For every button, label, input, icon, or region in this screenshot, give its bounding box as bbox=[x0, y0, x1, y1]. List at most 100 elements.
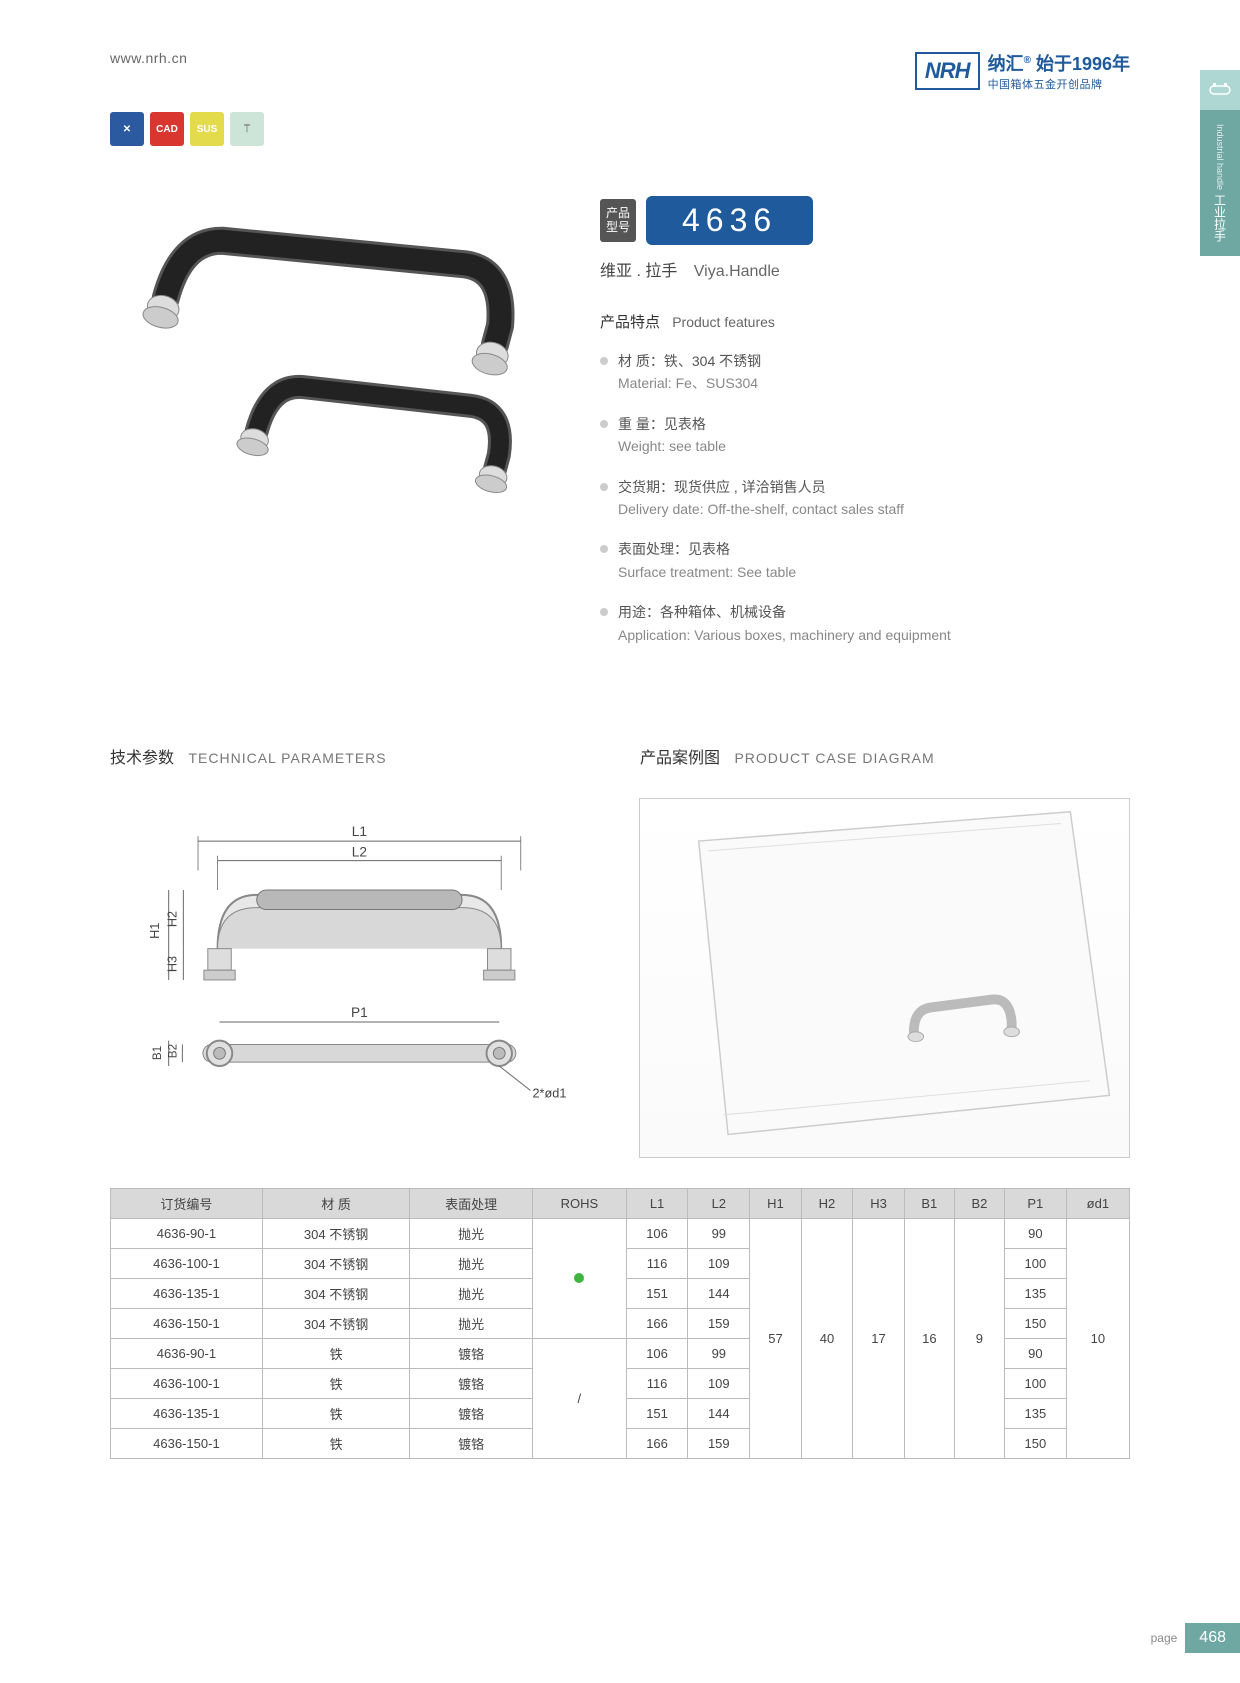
table-row: 4636-90-1304 不锈钢抛光106995740171699010 bbox=[111, 1218, 1130, 1248]
table-header-row: 订货编号 材 质 表面处理 ROHS L1 L2 H1 H2 H3 B1 B2 … bbox=[111, 1188, 1130, 1218]
feature-cn: 材 质：铁、304 不锈钢 bbox=[618, 353, 761, 369]
brand-logo: NRH 纳汇® 始于1996年 中国箱体五金开创品牌 bbox=[915, 50, 1130, 92]
model-name-en: Viya.Handle bbox=[694, 263, 780, 280]
model-row: 产品 型号 4636 bbox=[600, 196, 1130, 245]
table-cell: 116 bbox=[626, 1368, 688, 1398]
side-tab-en: Industrial handle bbox=[1215, 124, 1225, 190]
feature-cn: 表面处理：见表格 bbox=[618, 541, 730, 557]
col-header: 订货编号 bbox=[111, 1188, 263, 1218]
table-cell: 144 bbox=[688, 1398, 750, 1428]
brand-since: 始于1996年 bbox=[1036, 54, 1130, 74]
col-header: H1 bbox=[750, 1188, 802, 1218]
col-header: 表面处理 bbox=[410, 1188, 533, 1218]
cert-icon: ✕ bbox=[110, 112, 144, 146]
table-cell: / bbox=[533, 1338, 627, 1458]
table-cell: 抛光 bbox=[410, 1218, 533, 1248]
col-header: B1 bbox=[904, 1188, 954, 1218]
feature-item: 材 质：铁、304 不锈钢 Material: Fe、SUS304 bbox=[600, 350, 1130, 395]
table-cell: 150 bbox=[1004, 1428, 1066, 1458]
dim-label: L1 bbox=[352, 824, 367, 839]
svg-text:B1: B1 bbox=[151, 1046, 164, 1060]
section-titles: 技术参数 TECHNICAL PARAMETERS 产品案例图 PRODUCT … bbox=[0, 664, 1240, 788]
brand-tagline: 中国箱体五金开创品牌 bbox=[988, 76, 1130, 92]
features-heading-cn: 产品特点 bbox=[600, 314, 660, 331]
rohs-dot-icon bbox=[574, 1273, 584, 1283]
catalog-page: www.nrh.cn NRH 纳汇® 始于1996年 中国箱体五金开创品牌 In… bbox=[0, 0, 1240, 1683]
table-cell: 17 bbox=[853, 1218, 905, 1458]
table-cell: 抛光 bbox=[410, 1278, 533, 1308]
feature-cn: 重 量：见表格 bbox=[618, 416, 706, 432]
svg-text:P1: P1 bbox=[351, 1005, 368, 1020]
page-header: www.nrh.cn NRH 纳汇® 始于1996年 中国箱体五金开创品牌 bbox=[0, 0, 1240, 92]
table-cell: 铁 bbox=[262, 1338, 409, 1368]
reg-mark: ® bbox=[1024, 55, 1031, 66]
model-name: 维亚 . 拉手 Viya.Handle bbox=[600, 257, 1130, 281]
svg-text:L2: L2 bbox=[352, 845, 367, 860]
table-cell: 159 bbox=[688, 1308, 750, 1338]
svg-text:H1: H1 bbox=[147, 923, 162, 939]
feature-cn: 用途：各种箱体、机械设备 bbox=[618, 604, 786, 620]
spec-table: 订货编号 材 质 表面处理 ROHS L1 L2 H1 H2 H3 B1 B2 … bbox=[110, 1188, 1130, 1459]
diagrams-row: L1 L2 H1 H2 H3 bbox=[0, 788, 1240, 1158]
technical-drawing: L1 L2 H1 H2 H3 bbox=[110, 798, 599, 1158]
table-cell: 10 bbox=[1066, 1218, 1129, 1458]
features-heading: 产品特点 Product features bbox=[600, 311, 1130, 332]
table-cell: 109 bbox=[688, 1368, 750, 1398]
cert-icon: CAD bbox=[150, 112, 184, 146]
table-cell: 4636-150-1 bbox=[111, 1428, 263, 1458]
table-cell: 106 bbox=[626, 1218, 688, 1248]
table-cell: 铁 bbox=[262, 1428, 409, 1458]
col-header: 材 质 bbox=[262, 1188, 409, 1218]
svg-text:H3: H3 bbox=[165, 956, 180, 972]
table-cell bbox=[533, 1218, 627, 1338]
side-tab-icon bbox=[1200, 70, 1240, 110]
table-cell: 镀铬 bbox=[410, 1368, 533, 1398]
table-cell: 16 bbox=[904, 1218, 954, 1458]
cert-icon: SUS bbox=[190, 112, 224, 146]
svg-text:H2: H2 bbox=[165, 911, 180, 927]
table-cell: 4636-100-1 bbox=[111, 1248, 263, 1278]
cert-icon: ⟙ bbox=[230, 112, 264, 146]
table-cell: 159 bbox=[688, 1428, 750, 1458]
svg-text:2*ød1: 2*ød1 bbox=[532, 1085, 566, 1100]
case-title-en: PRODUCT CASE DIAGRAM bbox=[734, 750, 934, 766]
table-cell: 100 bbox=[1004, 1248, 1066, 1278]
product-render bbox=[110, 176, 560, 576]
table-cell: 镀铬 bbox=[410, 1428, 533, 1458]
table-cell: 铁 bbox=[262, 1368, 409, 1398]
features-heading-en: Product features bbox=[672, 314, 775, 330]
page-footer: page 468 bbox=[1151, 1623, 1240, 1653]
col-header: H3 bbox=[853, 1188, 905, 1218]
col-header: ROHS bbox=[533, 1188, 627, 1218]
table-cell: 100 bbox=[1004, 1368, 1066, 1398]
table-cell: 304 不锈钢 bbox=[262, 1308, 409, 1338]
table-cell: 304 不锈钢 bbox=[262, 1218, 409, 1248]
table-cell: 90 bbox=[1004, 1338, 1066, 1368]
table-cell: 99 bbox=[688, 1338, 750, 1368]
table-cell: 106 bbox=[626, 1338, 688, 1368]
product-info: 产品 型号 4636 维亚 . 拉手 Viya.Handle 产品特点 Prod… bbox=[600, 176, 1130, 664]
table-cell: 4636-150-1 bbox=[111, 1308, 263, 1338]
product-hero: 产品 型号 4636 维亚 . 拉手 Viya.Handle 产品特点 Prod… bbox=[0, 146, 1240, 664]
spec-table-wrap: 订货编号 材 质 表面处理 ROHS L1 L2 H1 H2 H3 B1 B2 … bbox=[0, 1158, 1240, 1459]
col-header: L2 bbox=[688, 1188, 750, 1218]
table-cell: 304 不锈钢 bbox=[262, 1278, 409, 1308]
feature-en: Surface treatment: See table bbox=[618, 561, 1130, 583]
table-cell: 4636-90-1 bbox=[111, 1218, 263, 1248]
logo-abbr: NRH bbox=[915, 52, 980, 90]
feature-en: Material: Fe、SUS304 bbox=[618, 372, 1130, 394]
case-title-cn: 产品案例图 bbox=[640, 750, 720, 767]
website-url: www.nrh.cn bbox=[110, 50, 187, 66]
table-cell: 135 bbox=[1004, 1398, 1066, 1428]
table-cell: 铁 bbox=[262, 1398, 409, 1428]
side-category-tab: Industrial handle 工业拉手 bbox=[1200, 110, 1240, 256]
table-cell: 144 bbox=[688, 1278, 750, 1308]
table-cell: 151 bbox=[626, 1398, 688, 1428]
tech-title-cn: 技术参数 bbox=[110, 750, 174, 767]
table-cell: 90 bbox=[1004, 1218, 1066, 1248]
side-tab-cn: 工业拉手 bbox=[1212, 194, 1229, 242]
table-cell: 135 bbox=[1004, 1278, 1066, 1308]
feature-en: Application: Various boxes, machinery an… bbox=[618, 624, 1130, 646]
table-cell: 40 bbox=[801, 1218, 853, 1458]
col-header: H2 bbox=[801, 1188, 853, 1218]
